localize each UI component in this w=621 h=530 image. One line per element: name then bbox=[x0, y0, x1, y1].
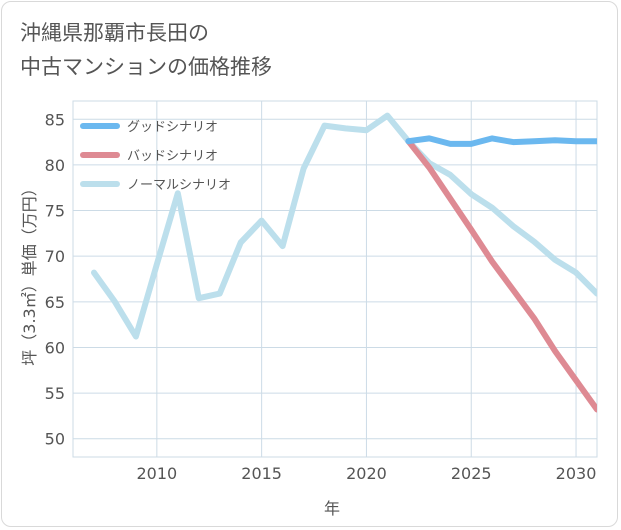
chart-title-line2: 中古マンションの価格推移 bbox=[20, 55, 272, 79]
series-line-bad bbox=[405, 138, 597, 413]
x-tick-label: 2025 bbox=[451, 464, 492, 483]
y-tick-label: 50 bbox=[45, 430, 65, 449]
y-tick-label: 65 bbox=[45, 293, 65, 312]
x-tick-label: 2020 bbox=[346, 464, 387, 483]
y-tick-label: 75 bbox=[45, 202, 65, 221]
y-tick-label: 80 bbox=[45, 156, 65, 175]
legend-label-normal: ノーマルシナリオ bbox=[127, 178, 231, 193]
plot-frame bbox=[72, 100, 598, 458]
y-tick-label: 85 bbox=[45, 110, 65, 129]
y-tick-label: 70 bbox=[45, 247, 65, 266]
chart-title-line1: 沖縄県那覇市長田の bbox=[20, 21, 209, 45]
series-line-good bbox=[405, 135, 597, 147]
y-tick-label: 60 bbox=[45, 338, 65, 357]
y-tick-label: 55 bbox=[45, 384, 65, 403]
series-group bbox=[91, 112, 597, 413]
x-tick-label: 2030 bbox=[556, 464, 597, 483]
series-line-normal bbox=[91, 112, 597, 340]
y-axis-label: 坪（3.3㎡）単価（万円） bbox=[20, 180, 39, 365]
x-axis-label: 年 bbox=[324, 499, 340, 518]
legend-label-bad: バッドシナリオ bbox=[127, 149, 218, 164]
x-tick-label: 2010 bbox=[136, 464, 177, 483]
chart-title: 沖縄県那覇市長田の 中古マンションの価格推移 bbox=[20, 16, 272, 84]
legend-label-good: グッドシナリオ bbox=[127, 120, 218, 135]
x-tick-label: 2015 bbox=[241, 464, 282, 483]
